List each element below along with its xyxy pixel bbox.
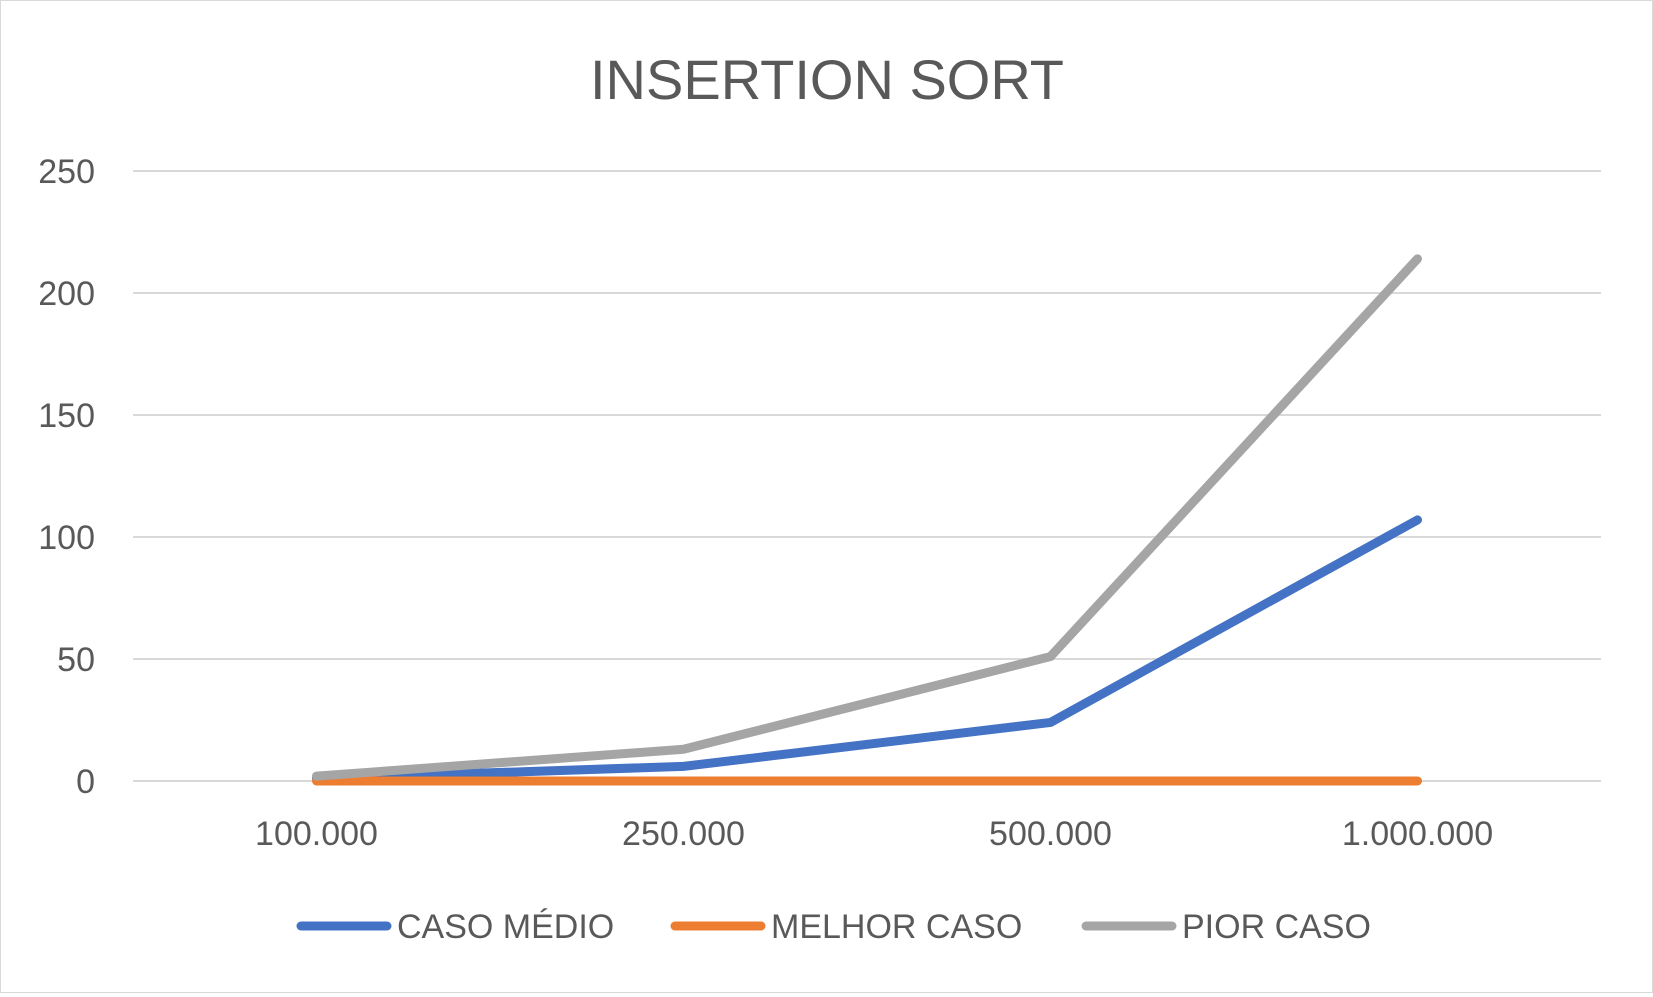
x-axis-ticks: 100.000 250.000 500.000 1.000.000 [255, 815, 1493, 853]
x-tick-label: 1.000.000 [1342, 815, 1493, 853]
y-tick-label: 100 [38, 519, 95, 557]
y-tick-label: 150 [38, 397, 95, 435]
legend-item[interactable]: PIOR CASO [1081, 908, 1371, 946]
y-tick-label: 0 [76, 763, 95, 801]
series-line [312, 515, 1422, 784]
x-tick-label: 500.000 [989, 815, 1112, 853]
y-tick-label: 50 [57, 641, 95, 679]
x-tick-label: 100.000 [255, 815, 378, 853]
legend-item[interactable]: MELHOR CASO [670, 908, 1022, 946]
legend-label: CASO MÉDIO [397, 908, 614, 946]
y-tick-label: 250 [38, 153, 95, 191]
y-tick-label: 200 [38, 275, 95, 313]
y-axis-ticks: 0 50 100 150 200 250 [38, 153, 95, 801]
legend[interactable]: CASO MÉDIO MELHOR CASO PIOR CASO [296, 908, 1371, 946]
legend-label: PIOR CASO [1182, 908, 1371, 946]
series-lines [312, 254, 1422, 786]
x-tick-label: 250.000 [622, 815, 745, 853]
legend-item[interactable]: CASO MÉDIO [296, 908, 614, 946]
series-line [312, 254, 1422, 781]
chart-title: INSERTION SORT [590, 48, 1064, 111]
gridlines [133, 170, 1601, 782]
legend-label: MELHOR CASO [771, 908, 1022, 946]
